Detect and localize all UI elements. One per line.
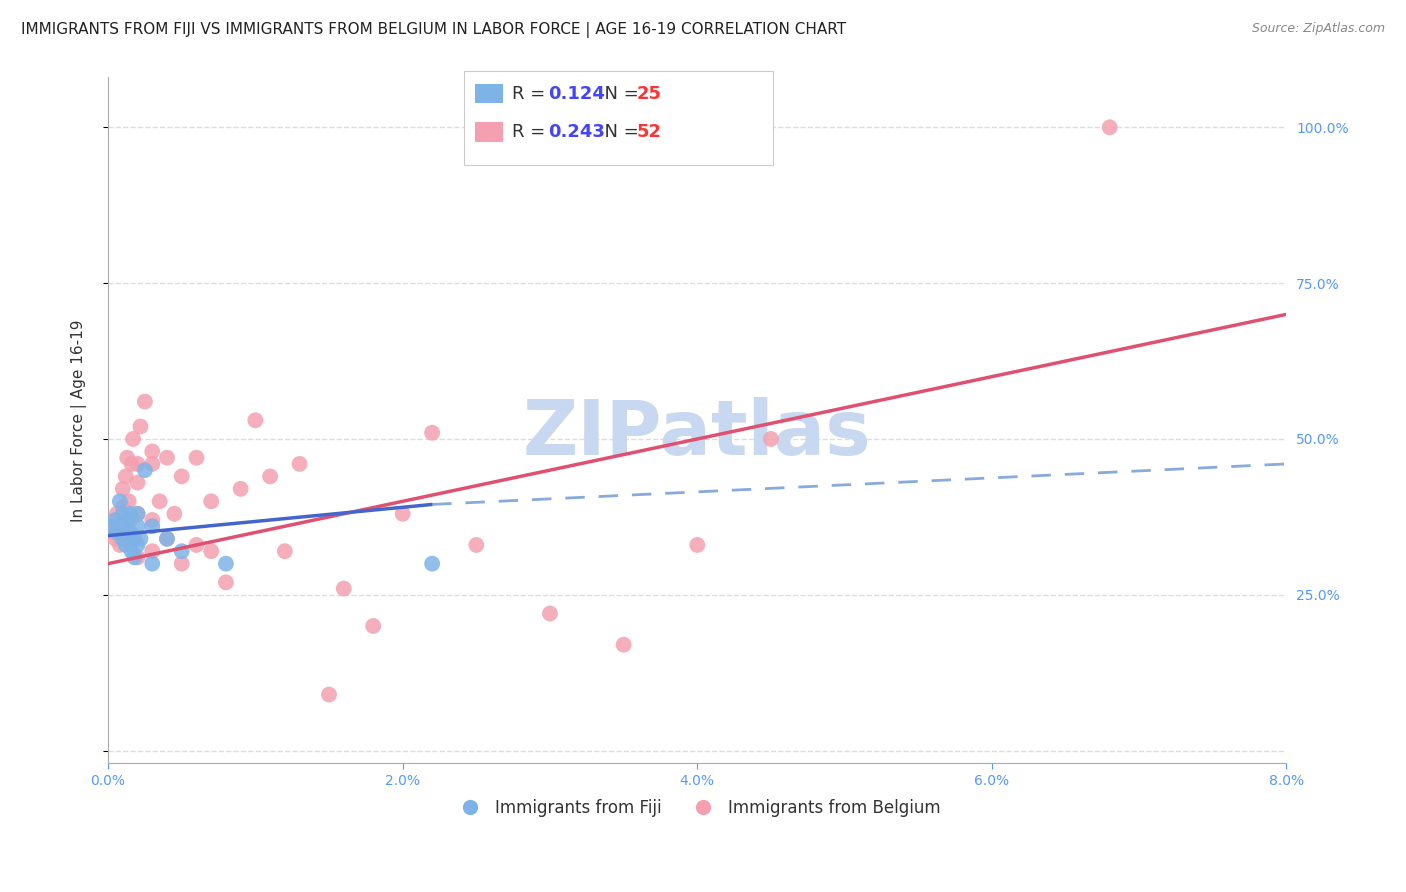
- Point: [288, 457, 311, 471]
- Point: [111, 525, 134, 540]
- Text: 0.243: 0.243: [548, 123, 605, 141]
- Point: [134, 394, 156, 409]
- Point: [127, 538, 149, 552]
- Point: [129, 419, 152, 434]
- Point: [186, 538, 208, 552]
- Point: [465, 538, 488, 552]
- Point: [127, 457, 149, 471]
- Point: [121, 544, 143, 558]
- Point: [104, 532, 127, 546]
- Point: [134, 463, 156, 477]
- Point: [759, 432, 782, 446]
- Point: [115, 513, 138, 527]
- Point: [1098, 120, 1121, 135]
- Point: [200, 544, 222, 558]
- Point: [141, 544, 163, 558]
- Point: [120, 525, 142, 540]
- Point: [105, 507, 128, 521]
- Point: [156, 450, 179, 465]
- Text: N =: N =: [593, 123, 645, 141]
- Point: [686, 538, 709, 552]
- Point: [156, 532, 179, 546]
- Point: [215, 557, 238, 571]
- Point: [111, 519, 134, 533]
- Point: [127, 507, 149, 521]
- Point: [127, 550, 149, 565]
- Point: [170, 557, 193, 571]
- Point: [124, 532, 146, 546]
- Point: [274, 544, 297, 558]
- Point: [259, 469, 281, 483]
- Text: 52: 52: [637, 123, 662, 141]
- Point: [115, 450, 138, 465]
- Point: [156, 532, 179, 546]
- Point: [105, 525, 128, 540]
- Text: N =: N =: [593, 85, 645, 103]
- Point: [127, 507, 149, 521]
- Point: [245, 413, 267, 427]
- Point: [141, 519, 163, 533]
- Point: [122, 432, 145, 446]
- Point: [141, 557, 163, 571]
- Point: [114, 538, 136, 552]
- Point: [613, 638, 636, 652]
- Point: [118, 494, 141, 508]
- Point: [141, 444, 163, 458]
- Point: [318, 688, 340, 702]
- Point: [141, 513, 163, 527]
- Point: [127, 519, 149, 533]
- Point: [124, 550, 146, 565]
- Text: ZIPatlas: ZIPatlas: [523, 397, 872, 471]
- Legend: Immigrants from Fiji, Immigrants from Belgium: Immigrants from Fiji, Immigrants from Be…: [447, 792, 948, 823]
- Point: [538, 607, 561, 621]
- Point: [111, 500, 134, 515]
- Point: [111, 532, 134, 546]
- Point: [163, 507, 186, 521]
- Point: [170, 469, 193, 483]
- Point: [186, 450, 208, 465]
- Text: 0.124: 0.124: [548, 85, 605, 103]
- Point: [420, 425, 443, 440]
- Text: IMMIGRANTS FROM FIJI VS IMMIGRANTS FROM BELGIUM IN LABOR FORCE | AGE 16-19 CORRE: IMMIGRANTS FROM FIJI VS IMMIGRANTS FROM …: [21, 22, 846, 38]
- Point: [120, 507, 142, 521]
- Text: 25: 25: [637, 85, 662, 103]
- Text: R =: R =: [512, 85, 551, 103]
- Point: [120, 513, 142, 527]
- Point: [215, 575, 238, 590]
- Point: [127, 475, 149, 490]
- Point: [108, 494, 131, 508]
- Text: Source: ZipAtlas.com: Source: ZipAtlas.com: [1251, 22, 1385, 36]
- Point: [361, 619, 384, 633]
- Point: [114, 469, 136, 483]
- Point: [103, 525, 125, 540]
- Point: [129, 532, 152, 546]
- Y-axis label: In Labor Force | Age 16-19: In Labor Force | Age 16-19: [72, 319, 87, 522]
- Point: [141, 457, 163, 471]
- Point: [170, 544, 193, 558]
- Point: [121, 457, 143, 471]
- Point: [229, 482, 252, 496]
- Point: [149, 494, 172, 508]
- Point: [391, 507, 413, 521]
- Point: [332, 582, 354, 596]
- Point: [420, 557, 443, 571]
- Point: [104, 513, 127, 527]
- Point: [101, 519, 124, 533]
- Point: [122, 532, 145, 546]
- Point: [111, 482, 134, 496]
- Point: [111, 507, 134, 521]
- Point: [100, 519, 122, 533]
- Point: [108, 538, 131, 552]
- Text: R =: R =: [512, 123, 551, 141]
- Point: [200, 494, 222, 508]
